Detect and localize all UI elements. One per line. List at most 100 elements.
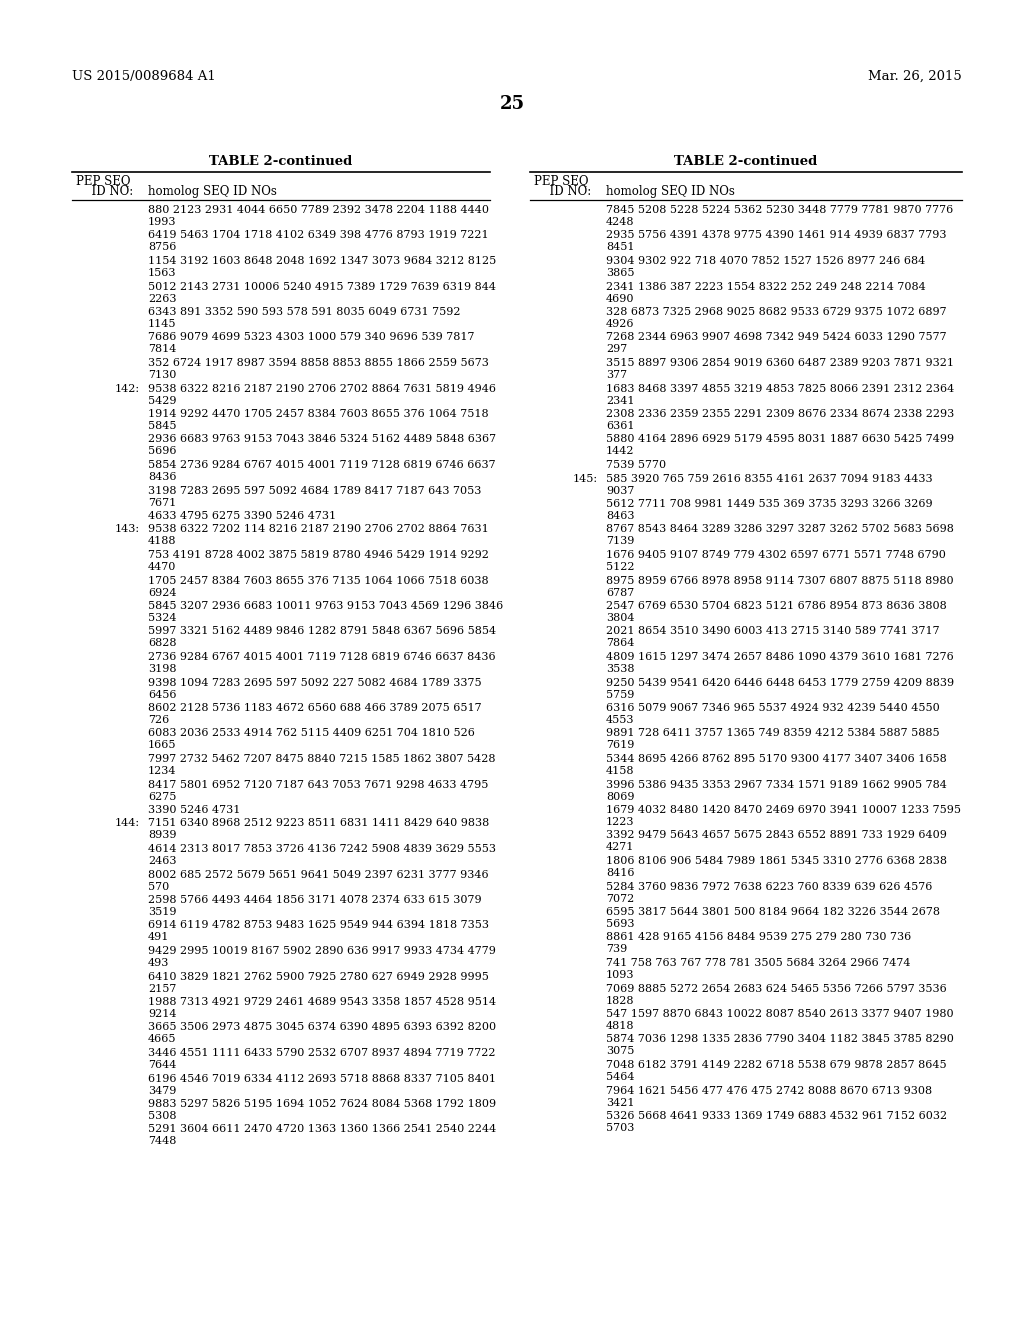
Text: 1154 3192 1603 8648 2048 1692 1347 3073 9684 3212 8125: 1154 3192 1603 8648 2048 1692 1347 3073 … — [148, 256, 497, 267]
Text: 5122: 5122 — [606, 562, 635, 572]
Text: 2021 8654 3510 3490 6003 413 2715 3140 589 7741 3717: 2021 8654 3510 3490 6003 413 2715 3140 5… — [606, 627, 940, 636]
Text: 6196 4546 7019 6334 4112 2693 5718 8868 8337 7105 8401: 6196 4546 7019 6334 4112 2693 5718 8868 … — [148, 1073, 496, 1084]
Text: 9538 6322 7202 114 8216 2187 2190 2706 2702 8864 7631: 9538 6322 7202 114 8216 2187 2190 2706 2… — [148, 524, 488, 535]
Text: 1234: 1234 — [148, 766, 176, 776]
Text: 5874 7036 1298 1335 2836 7790 3404 1182 3845 3785 8290: 5874 7036 1298 1335 2836 7790 3404 1182 … — [606, 1035, 954, 1044]
Text: 2341 1386 387 2223 1554 8322 252 249 248 2214 7084: 2341 1386 387 2223 1554 8322 252 249 248… — [606, 281, 926, 292]
Text: Mar. 26, 2015: Mar. 26, 2015 — [868, 70, 962, 83]
Text: 4248: 4248 — [606, 216, 635, 227]
Text: 25: 25 — [500, 95, 524, 114]
Text: 1806 8106 906 5484 7989 1861 5345 3310 2776 6368 2838: 1806 8106 906 5484 7989 1861 5345 3310 2… — [606, 855, 947, 866]
Text: 7644: 7644 — [148, 1060, 176, 1071]
Text: 2935 5756 4391 4378 9775 4390 1461 914 4939 6837 7793: 2935 5756 4391 4378 9775 4390 1461 914 4… — [606, 231, 946, 240]
Text: 5845: 5845 — [148, 421, 176, 432]
Text: PEP SEQ: PEP SEQ — [534, 174, 589, 187]
Text: 5845 3207 2936 6683 10011 9763 9153 7043 4569 1296 3846: 5845 3207 2936 6683 10011 9763 9153 7043… — [148, 601, 503, 611]
Text: 1828: 1828 — [606, 995, 635, 1006]
Text: homolog SEQ ID NOs: homolog SEQ ID NOs — [606, 185, 735, 198]
Text: 739: 739 — [606, 945, 628, 954]
Text: 2263: 2263 — [148, 293, 176, 304]
Text: 1442: 1442 — [606, 446, 635, 457]
Text: 3421: 3421 — [606, 1097, 635, 1107]
Text: 8416: 8416 — [606, 869, 635, 878]
Text: 2308 2336 2359 2355 2291 2309 8676 2334 8674 2338 2293: 2308 2336 2359 2355 2291 2309 8676 2334 … — [606, 409, 954, 418]
Text: 4665: 4665 — [148, 1035, 176, 1044]
Text: 7671: 7671 — [148, 498, 176, 507]
Text: 8767 8543 8464 3289 3286 3297 3287 3262 5702 5683 5698: 8767 8543 8464 3289 3286 3297 3287 3262 … — [606, 524, 954, 535]
Text: 8417 5801 6952 7120 7187 643 7053 7671 9298 4633 4795: 8417 5801 6952 7120 7187 643 7053 7671 9… — [148, 780, 488, 789]
Text: 8602 2128 5736 1183 4672 6560 688 466 3789 2075 6517: 8602 2128 5736 1183 4672 6560 688 466 37… — [148, 704, 481, 713]
Text: 4553: 4553 — [606, 715, 635, 725]
Text: 7072: 7072 — [606, 894, 634, 903]
Text: 7448: 7448 — [148, 1137, 176, 1147]
Text: 8002 685 2572 5679 5651 9641 5049 2397 6231 3777 9346: 8002 685 2572 5679 5651 9641 5049 2397 6… — [148, 870, 488, 879]
Text: 3519: 3519 — [148, 907, 176, 917]
Text: 3515 8897 9306 2854 9019 6360 6487 2389 9203 7871 9321: 3515 8897 9306 2854 9019 6360 6487 2389 … — [606, 358, 954, 368]
Text: 5464: 5464 — [606, 1072, 635, 1082]
Text: 1914 9292 4470 1705 2457 8384 7603 8655 376 1064 7518: 1914 9292 4470 1705 2457 8384 7603 8655 … — [148, 409, 488, 418]
Text: 4809 1615 1297 3474 2657 8486 1090 4379 3610 1681 7276: 4809 1615 1297 3474 2657 8486 1090 4379 … — [606, 652, 953, 663]
Text: 8939: 8939 — [148, 830, 176, 841]
Text: 6083 2036 2533 4914 762 5115 4409 6251 704 1810 526: 6083 2036 2533 4914 762 5115 4409 6251 7… — [148, 729, 475, 738]
Text: 7845 5208 5228 5224 5362 5230 3448 7779 7781 9870 7776: 7845 5208 5228 5224 5362 5230 3448 7779 … — [606, 205, 953, 215]
Text: 1223: 1223 — [606, 817, 635, 828]
Text: 7048 6182 3791 4149 2282 6718 5538 679 9878 2857 8645: 7048 6182 3791 4149 2282 6718 5538 679 9… — [606, 1060, 946, 1071]
Text: 5308: 5308 — [148, 1111, 176, 1121]
Text: 9214: 9214 — [148, 1008, 176, 1019]
Text: 2547 6769 6530 5704 6823 5121 6786 8954 873 8636 3808: 2547 6769 6530 5704 6823 5121 6786 8954 … — [606, 601, 947, 611]
Text: 5693: 5693 — [606, 919, 635, 929]
Text: TABLE 2-continued: TABLE 2-continued — [209, 154, 352, 168]
Text: 6456: 6456 — [148, 689, 176, 700]
Text: homolog SEQ ID NOs: homolog SEQ ID NOs — [148, 185, 276, 198]
Text: 8861 428 9165 4156 8484 9539 275 279 280 730 736: 8861 428 9165 4156 8484 9539 275 279 280… — [606, 932, 911, 942]
Text: 143:: 143: — [115, 524, 140, 535]
Text: 7814: 7814 — [148, 345, 176, 355]
Text: 7964 1621 5456 477 476 475 2742 8088 8670 6713 9308: 7964 1621 5456 477 476 475 2742 8088 867… — [606, 1085, 932, 1096]
Text: 4690: 4690 — [606, 293, 635, 304]
Text: 8436: 8436 — [148, 473, 176, 482]
Text: 493: 493 — [148, 958, 169, 968]
Text: 3446 4551 1111 6433 5790 2532 6707 8937 4894 7719 7722: 3446 4551 1111 6433 5790 2532 6707 8937 … — [148, 1048, 496, 1059]
Text: 6828: 6828 — [148, 639, 176, 648]
Text: 5696: 5696 — [148, 446, 176, 457]
Text: 352 6724 1917 8987 3594 8858 8853 8855 1866 2559 5673: 352 6724 1917 8987 3594 8858 8853 8855 1… — [148, 358, 488, 368]
Text: 547 1597 8870 6843 10022 8087 8540 2613 3377 9407 1980: 547 1597 8870 6843 10022 8087 8540 2613 … — [606, 1008, 953, 1019]
Text: 5324: 5324 — [148, 612, 176, 623]
Text: 1563: 1563 — [148, 268, 176, 279]
Text: 7997 2732 5462 7207 8475 8840 7215 1585 1862 3807 5428: 7997 2732 5462 7207 8475 8840 7215 1585 … — [148, 754, 496, 764]
Text: 142:: 142: — [115, 384, 140, 393]
Text: 9883 5297 5826 5195 1694 1052 7624 8084 5368 1792 1809: 9883 5297 5826 5195 1694 1052 7624 8084 … — [148, 1100, 496, 1109]
Text: 6924: 6924 — [148, 587, 176, 598]
Text: 9398 1094 7283 2695 597 5092 227 5082 4684 1789 3375: 9398 1094 7283 2695 597 5092 227 5082 46… — [148, 677, 481, 688]
Text: 3804: 3804 — [606, 612, 635, 623]
Text: 2736 9284 6767 4015 4001 7119 7128 6819 6746 6637 8436: 2736 9284 6767 4015 4001 7119 7128 6819 … — [148, 652, 496, 663]
Text: 4818: 4818 — [606, 1020, 635, 1031]
Text: 2598 5766 4493 4464 1856 3171 4078 2374 633 615 3079: 2598 5766 4493 4464 1856 3171 4078 2374 … — [148, 895, 481, 906]
Text: 6787: 6787 — [606, 587, 634, 598]
Text: 6316 5079 9067 7346 965 5537 4924 932 4239 5440 4550: 6316 5079 9067 7346 965 5537 4924 932 42… — [606, 704, 940, 713]
Text: 2157: 2157 — [148, 983, 176, 994]
Text: 741 758 763 767 778 781 3505 5684 3264 2966 7474: 741 758 763 767 778 781 3505 5684 3264 2… — [606, 958, 910, 968]
Text: 4188: 4188 — [148, 536, 176, 546]
Text: 5612 7711 708 9981 1449 535 369 3735 3293 3266 3269: 5612 7711 708 9981 1449 535 369 3735 329… — [606, 499, 933, 510]
Text: 6419 5463 1704 1718 4102 6349 398 4776 8793 1919 7221: 6419 5463 1704 1718 4102 6349 398 4776 8… — [148, 231, 488, 240]
Text: 5880 4164 2896 6929 5179 4595 8031 1887 6630 5425 7499: 5880 4164 2896 6929 5179 4595 8031 1887 … — [606, 434, 954, 445]
Text: 1705 2457 8384 7603 8655 376 7135 1064 1066 7518 6038: 1705 2457 8384 7603 8655 376 7135 1064 1… — [148, 576, 488, 586]
Text: 9037: 9037 — [606, 486, 635, 495]
Text: 7130: 7130 — [148, 370, 176, 380]
Text: 8463: 8463 — [606, 511, 635, 521]
Text: US 2015/0089684 A1: US 2015/0089684 A1 — [72, 70, 216, 83]
Text: ID NO:: ID NO: — [542, 185, 591, 198]
Text: 6595 3817 5644 3801 500 8184 9664 182 3226 3544 2678: 6595 3817 5644 3801 500 8184 9664 182 32… — [606, 907, 940, 917]
Text: 6275: 6275 — [148, 792, 176, 801]
Text: 144:: 144: — [115, 818, 140, 829]
Text: 2936 6683 9763 9153 7043 3846 5324 5162 4489 5848 6367: 2936 6683 9763 9153 7043 3846 5324 5162 … — [148, 434, 496, 445]
Text: 7139: 7139 — [606, 536, 635, 546]
Text: 3198: 3198 — [148, 664, 176, 675]
Text: 6410 3829 1821 2762 5900 7925 2780 627 6949 2928 9995: 6410 3829 1821 2762 5900 7925 2780 627 6… — [148, 972, 488, 982]
Text: 9250 5439 9541 6420 6446 6448 6453 1779 2759 4209 8839: 9250 5439 9541 6420 6446 6448 6453 1779 … — [606, 677, 954, 688]
Text: 6343 891 3352 590 593 578 591 8035 6049 6731 7592: 6343 891 3352 590 593 578 591 8035 6049 … — [148, 308, 461, 317]
Text: 3479: 3479 — [148, 1085, 176, 1096]
Text: 491: 491 — [148, 932, 169, 942]
Text: 7268 2344 6963 9907 4698 7342 949 5424 6033 1290 7577: 7268 2344 6963 9907 4698 7342 949 5424 6… — [606, 333, 946, 342]
